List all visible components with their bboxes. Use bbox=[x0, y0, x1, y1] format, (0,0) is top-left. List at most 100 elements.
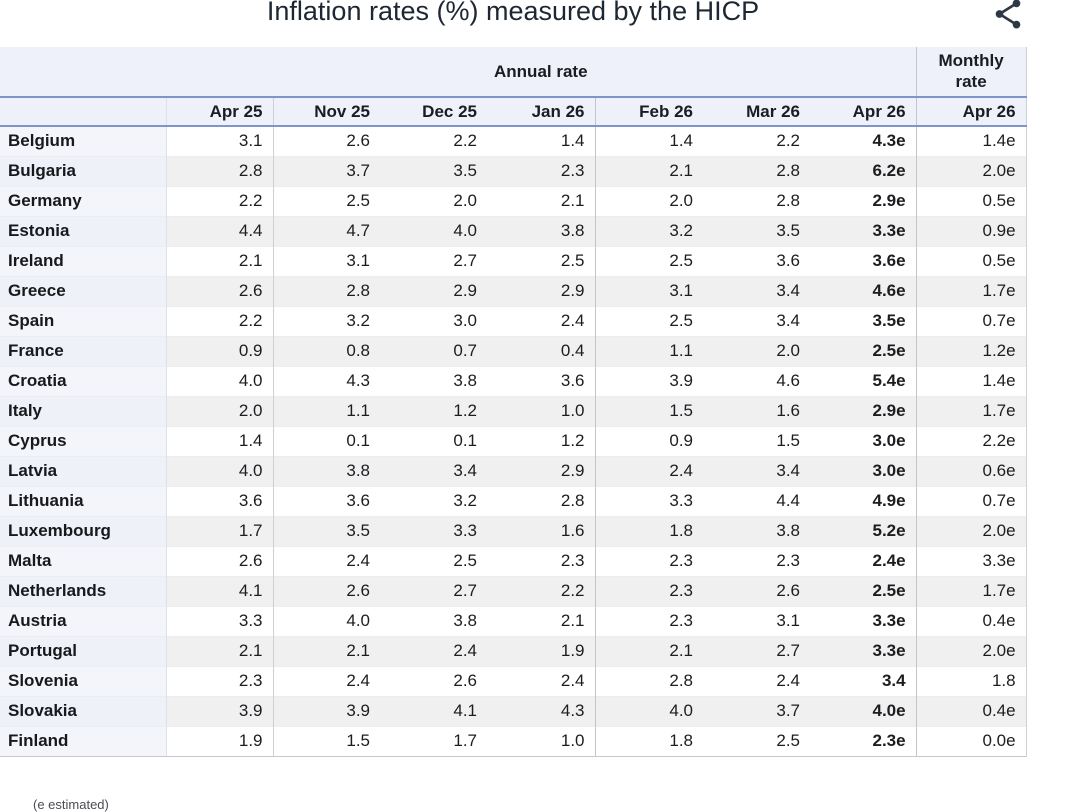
annual-rate-value: 2.3 bbox=[487, 545, 596, 576]
table-row: Spain 2.2 3.2 3.0 2.4 2.5 3.4 3.5e 0.7e bbox=[0, 305, 1027, 336]
annual-rate-value: 2.9 bbox=[487, 455, 596, 486]
country-label: Netherlands bbox=[0, 575, 167, 606]
annual-rate-value: 2.5 bbox=[380, 545, 487, 576]
annual-rate-value: 4.6e bbox=[810, 275, 917, 306]
table-row: Croatia 4.0 4.3 3.8 3.6 3.9 4.6 5.4e 1.4e bbox=[0, 365, 1027, 396]
annual-rate-value: 3.9 bbox=[166, 695, 274, 726]
share-button[interactable] bbox=[991, 0, 1025, 31]
annual-rate-value: 3.9 bbox=[273, 695, 380, 726]
annual-rate-value: 2.6 bbox=[703, 575, 810, 606]
share-icon bbox=[995, 0, 1021, 29]
annual-rate-value: 4.0 bbox=[595, 695, 703, 726]
column-header: Mar 26 bbox=[703, 97, 810, 126]
annual-rate-value: 3.3 bbox=[380, 515, 487, 546]
monthly-rate-value: 2.0e bbox=[916, 515, 1027, 546]
annual-rate-value: 2.3 bbox=[595, 575, 703, 606]
annual-rate-value: 1.5 bbox=[273, 725, 380, 757]
annual-rate-value: 3.5 bbox=[380, 155, 487, 186]
annual-rate-value: 1.9 bbox=[487, 635, 596, 666]
monthly-rate-value: 1.7e bbox=[916, 275, 1027, 306]
footnote: (e estimated) bbox=[33, 797, 109, 812]
annual-rate-value: 1.4 bbox=[595, 126, 703, 156]
monthly-rate-value: 1.4e bbox=[916, 126, 1027, 156]
annual-rate-value: 4.0 bbox=[166, 455, 274, 486]
country-label: Germany bbox=[0, 185, 167, 216]
annual-rate-value: 2.9e bbox=[810, 395, 917, 426]
annual-rate-value: 4.7 bbox=[273, 215, 380, 246]
annual-rate-value: 2.8 bbox=[703, 155, 810, 186]
annual-rate-value: 4.3 bbox=[487, 695, 596, 726]
monthly-rate-value: 0.4e bbox=[916, 695, 1027, 726]
annual-rate-value: 5.4e bbox=[810, 365, 917, 396]
table-row: Slovenia 2.3 2.4 2.6 2.4 2.8 2.4 3.4 1.8 bbox=[0, 665, 1027, 696]
country-label: Lithuania bbox=[0, 485, 167, 516]
annual-rate-value: 0.1 bbox=[380, 425, 487, 456]
annual-rate-value: 3.4 bbox=[703, 455, 810, 486]
annual-rate-value: 3.4 bbox=[703, 305, 810, 336]
annual-rate-value: 4.1 bbox=[166, 575, 274, 606]
annual-rate-value: 1.6 bbox=[487, 515, 596, 546]
annual-rate-value: 4.9e bbox=[810, 485, 917, 516]
annual-rate-value: 2.8 bbox=[166, 155, 274, 186]
table-row: Finland 1.9 1.5 1.7 1.0 1.8 2.5 2.3e 0.0e bbox=[0, 725, 1027, 757]
country-label: Spain bbox=[0, 305, 167, 336]
annual-rate-value: 1.4 bbox=[487, 126, 596, 156]
annual-rate-value: 3.8 bbox=[487, 215, 596, 246]
annual-rate-value: 1.7 bbox=[380, 725, 487, 757]
annual-rate-value: 4.0e bbox=[810, 695, 917, 726]
annual-rate-value: 3.5 bbox=[703, 215, 810, 246]
annual-rate-value: 2.4 bbox=[273, 545, 380, 576]
annual-rate-value: 2.1 bbox=[273, 635, 380, 666]
annual-rate-value: 2.7 bbox=[380, 245, 487, 276]
annual-rate-value: 3.4 bbox=[810, 665, 917, 696]
inflation-table: Annual rate Monthly rate Apr 25 Nov 25 D… bbox=[0, 47, 1027, 757]
annual-rate-value: 2.2 bbox=[380, 126, 487, 156]
annual-rate-value: 2.8 bbox=[703, 185, 810, 216]
table-row: Malta 2.6 2.4 2.5 2.3 2.3 2.3 2.4e 3.3e bbox=[0, 545, 1027, 576]
annual-rate-value: 6.2e bbox=[810, 155, 917, 186]
annual-rate-value: 3.6e bbox=[810, 245, 917, 276]
annual-rate-value: 3.3e bbox=[810, 215, 917, 246]
monthly-rate-value: 2.2e bbox=[916, 425, 1027, 456]
country-label: Greece bbox=[0, 275, 167, 306]
annual-rate-value: 2.6 bbox=[166, 545, 274, 576]
table-row: Germany 2.2 2.5 2.0 2.1 2.0 2.8 2.9e 0.5e bbox=[0, 185, 1027, 216]
annual-rate-value: 2.9 bbox=[380, 275, 487, 306]
annual-rate-value: 1.8 bbox=[595, 725, 703, 757]
annual-rate-value: 1.1 bbox=[595, 335, 703, 366]
annual-rate-value: 2.0 bbox=[703, 335, 810, 366]
table-row: Luxembourg 1.7 3.5 3.3 1.6 1.8 3.8 5.2e 2.0e bbox=[0, 515, 1027, 546]
group-header-row: Annual rate Monthly rate bbox=[0, 47, 1027, 97]
annual-rate-value: 1.4 bbox=[166, 425, 274, 456]
annual-rate-value: 2.3 bbox=[595, 605, 703, 636]
annual-rate-value: 1.1 bbox=[273, 395, 380, 426]
annual-rate-value: 4.0 bbox=[380, 215, 487, 246]
table-row: Cyprus 1.4 0.1 0.1 1.2 0.9 1.5 3.0e 2.2e bbox=[0, 425, 1027, 456]
annual-rate-value: 3.8 bbox=[703, 515, 810, 546]
annual-rate-value: 2.5 bbox=[595, 245, 703, 276]
annual-rate-value: 4.1 bbox=[380, 695, 487, 726]
annual-rate-value: 2.1 bbox=[166, 635, 274, 666]
country-label: Slovenia bbox=[0, 665, 167, 696]
country-label: Italy bbox=[0, 395, 167, 426]
annual-rate-value: 3.1 bbox=[166, 126, 274, 156]
annual-rate-value: 3.3 bbox=[595, 485, 703, 516]
annual-rate-value: 2.1 bbox=[595, 155, 703, 186]
annual-rate-value: 1.0 bbox=[487, 725, 596, 757]
monthly-rate-value: 1.7e bbox=[916, 575, 1027, 606]
column-header-row: Apr 25 Nov 25 Dec 25 Jan 26 Feb 26 Mar 2… bbox=[0, 97, 1027, 126]
monthly-rate-value: 1.4e bbox=[916, 365, 1027, 396]
monthly-rate-value: 1.8 bbox=[916, 665, 1027, 696]
annual-rate-value: 3.5e bbox=[810, 305, 917, 336]
table-row: Italy 2.0 1.1 1.2 1.0 1.5 1.6 2.9e 1.7e bbox=[0, 395, 1027, 426]
monthly-rate-value: 0.7e bbox=[916, 485, 1027, 516]
monthly-rate-value: 2.0e bbox=[916, 155, 1027, 186]
annual-rate-value: 3.3 bbox=[166, 605, 274, 636]
annual-rate-value: 2.0 bbox=[380, 185, 487, 216]
country-label: France bbox=[0, 335, 167, 366]
annual-rate-value: 3.2 bbox=[273, 305, 380, 336]
annual-rate-value: 4.4 bbox=[703, 485, 810, 516]
annual-rate-value: 2.1 bbox=[487, 185, 596, 216]
page-title: Inflation rates (%) measured by the HICP bbox=[266, 0, 760, 26]
monthly-rate-value: 0.4e bbox=[916, 605, 1027, 636]
